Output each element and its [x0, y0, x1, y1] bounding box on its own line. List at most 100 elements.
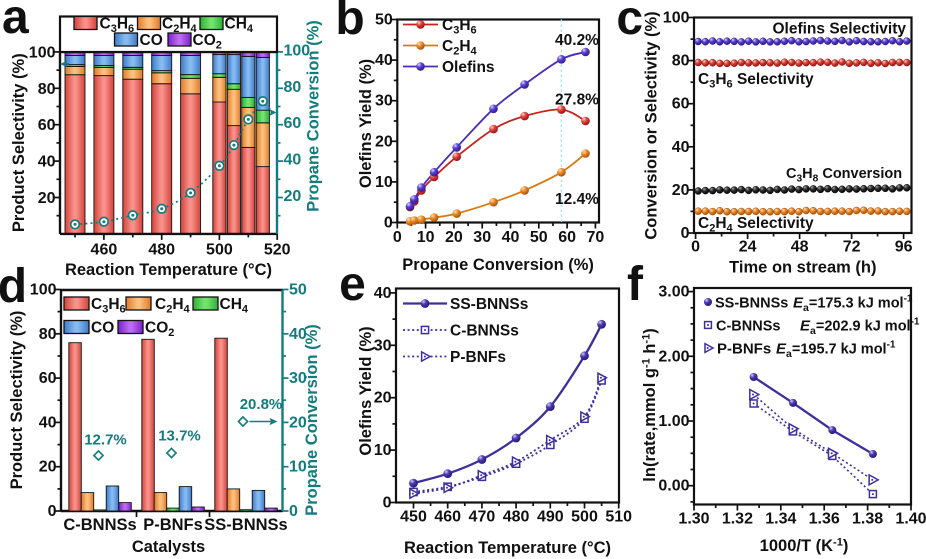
svg-text:40: 40 [39, 414, 57, 431]
svg-text:f: f [627, 258, 644, 311]
svg-text:20: 20 [39, 459, 57, 476]
svg-text:Conversion or Selectivity (%): Conversion or Selectivity (%) [643, 11, 661, 239]
svg-text:50: 50 [530, 229, 548, 246]
svg-text:Propane Conversion (%): Propane Conversion (%) [303, 324, 321, 516]
svg-text:12.7%: 12.7% [84, 432, 127, 449]
svg-text:48: 48 [791, 239, 809, 256]
svg-text:1.34: 1.34 [765, 511, 796, 528]
svg-text:10: 10 [375, 174, 393, 191]
svg-text:SS-BNNSs: SS-BNNSs [450, 296, 528, 313]
svg-text:13.7%: 13.7% [158, 428, 201, 445]
svg-text:CO: CO [140, 32, 163, 49]
svg-text:CH4: CH4 [225, 16, 254, 36]
svg-text:1.40: 1.40 [895, 511, 926, 528]
svg-text:72: 72 [843, 239, 861, 256]
svg-text:60: 60 [672, 96, 690, 113]
svg-text:0: 0 [384, 215, 393, 232]
svg-text:e: e [339, 258, 366, 311]
svg-text:c: c [616, 0, 643, 45]
svg-text:2.00: 2.00 [658, 348, 689, 365]
svg-text:10: 10 [374, 442, 392, 459]
svg-text:80: 80 [672, 53, 690, 70]
svg-text:C2H4 Selectivity: C2H4 Selectivity [698, 215, 814, 235]
svg-text:CO: CO [91, 320, 114, 337]
svg-text:470: 470 [469, 509, 496, 526]
svg-text:SS-BNNSs: SS-BNNSs [204, 516, 287, 534]
svg-text:30: 30 [473, 229, 491, 246]
svg-text:C3H6: C3H6 [442, 17, 477, 37]
svg-text:C2H4: C2H4 [442, 38, 478, 58]
svg-text:50: 50 [375, 12, 393, 29]
svg-text:C-BNNSs: C-BNNSs [716, 319, 780, 335]
svg-text:500: 500 [206, 241, 233, 258]
svg-text:0: 0 [681, 225, 690, 242]
svg-text:0: 0 [691, 239, 700, 256]
svg-text:CO2: CO2 [193, 32, 222, 52]
svg-text:100: 100 [29, 44, 56, 61]
svg-text:Ea=175.3 kJ mol-1: Ea=175.3 kJ mol-1 [793, 294, 913, 314]
svg-text:480: 480 [503, 509, 530, 526]
svg-text:27.8%: 27.8% [555, 92, 599, 109]
svg-text:60: 60 [558, 229, 576, 246]
svg-text:0: 0 [383, 495, 392, 512]
svg-text:Propane Conversion (%): Propane Conversion (%) [402, 256, 594, 274]
svg-text:510: 510 [605, 509, 632, 526]
svg-text:450: 450 [400, 509, 427, 526]
svg-text:60: 60 [284, 115, 302, 132]
svg-text:Ea=195.7 kJ mol-1: Ea=195.7 kJ mol-1 [776, 340, 896, 360]
svg-text:C2H4: C2H4 [162, 16, 198, 36]
svg-text:20: 20 [672, 182, 690, 199]
svg-text:Olefins Selectivity: Olefins Selectivity [772, 21, 906, 38]
svg-text:Olefins Yield (%): Olefins Yield (%) [357, 326, 375, 455]
svg-text:20: 20 [284, 188, 302, 205]
svg-text:100: 100 [284, 42, 311, 59]
svg-text:1000/T (K-1): 1000/T (K-1) [760, 537, 849, 556]
svg-text:Product Selectivity (%): Product Selectivity (%) [8, 311, 26, 490]
svg-text:490: 490 [537, 509, 564, 526]
svg-text:40: 40 [284, 152, 302, 169]
svg-text:20: 20 [445, 229, 463, 246]
svg-text:d: d [0, 260, 27, 313]
svg-text:20: 20 [374, 390, 392, 407]
svg-text:96: 96 [895, 239, 913, 256]
svg-text:SS-BNNSs: SS-BNNSs [715, 296, 788, 312]
svg-text:40.2%: 40.2% [555, 32, 599, 49]
svg-text:10: 10 [289, 459, 307, 476]
svg-text:Olefins Yield (%): Olefins Yield (%) [357, 59, 375, 188]
svg-text:40: 40 [375, 52, 393, 69]
svg-text:C3H6: C3H6 [100, 16, 135, 36]
svg-text:1.38: 1.38 [852, 511, 883, 528]
svg-text:3.00: 3.00 [658, 284, 689, 301]
svg-text:Propane Conversion (%): Propane Conversion (%) [305, 20, 323, 212]
svg-text:CO2: CO2 [145, 320, 174, 340]
svg-text:Olefins: Olefins [442, 59, 495, 76]
svg-text:460: 460 [434, 509, 461, 526]
svg-text:20: 20 [289, 414, 307, 431]
svg-text:0: 0 [289, 503, 298, 520]
svg-text:40: 40 [672, 139, 690, 156]
svg-text:Reaction Temperature (°C): Reaction Temperature (°C) [65, 261, 272, 279]
svg-text:30: 30 [375, 93, 393, 110]
svg-text:80: 80 [284, 79, 302, 96]
svg-text:1.32: 1.32 [722, 511, 753, 528]
svg-text:60: 60 [38, 117, 56, 134]
svg-text:P-BNFs: P-BNFs [143, 516, 203, 534]
svg-text:C2H4: C2H4 [155, 296, 191, 316]
svg-text:0: 0 [393, 229, 402, 246]
svg-text:10: 10 [417, 229, 435, 246]
svg-text:40: 40 [38, 154, 56, 171]
svg-text:80: 80 [38, 81, 56, 98]
svg-text:1.36: 1.36 [809, 511, 840, 528]
svg-text:520: 520 [264, 241, 291, 258]
svg-text:C-BNNSs: C-BNNSs [63, 516, 136, 534]
svg-text:100: 100 [30, 282, 57, 299]
svg-text:70: 70 [587, 229, 605, 246]
svg-text:40: 40 [502, 229, 520, 246]
svg-text:C3H8 Conversion: C3H8 Conversion [786, 166, 902, 185]
svg-text:Reaction Temperature (°C): Reaction Temperature (°C) [404, 539, 611, 557]
svg-text:P-BNFs: P-BNFs [717, 341, 771, 358]
svg-text:C3H6: C3H6 [91, 296, 126, 316]
svg-text:C-BNNSs: C-BNNSs [450, 323, 519, 340]
svg-text:b: b [335, 0, 364, 45]
svg-text:80: 80 [39, 326, 57, 343]
